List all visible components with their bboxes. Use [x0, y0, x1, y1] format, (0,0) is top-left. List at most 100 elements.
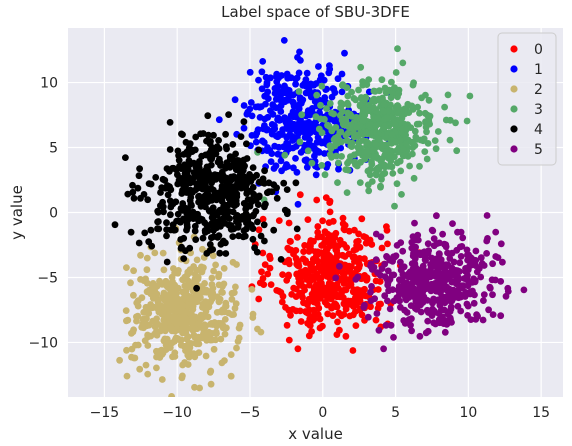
data-point — [479, 316, 487, 324]
data-point — [251, 244, 258, 252]
data-point — [134, 184, 142, 192]
data-point — [303, 156, 310, 164]
data-point — [209, 204, 217, 212]
data-point — [360, 303, 368, 311]
data-point — [355, 259, 363, 267]
data-point — [492, 253, 500, 260]
data-point — [266, 255, 274, 262]
data-point — [168, 201, 176, 209]
data-point — [355, 86, 362, 94]
data-point — [326, 280, 333, 288]
series-3 — [254, 45, 474, 210]
data-point — [197, 130, 205, 138]
data-point — [359, 117, 367, 125]
data-point — [296, 275, 303, 282]
data-point — [410, 174, 418, 182]
data-point — [363, 275, 371, 283]
data-point — [243, 155, 251, 162]
data-point — [346, 312, 354, 320]
data-point — [200, 323, 208, 331]
data-point — [411, 219, 418, 227]
data-point — [423, 306, 431, 314]
data-point — [144, 333, 152, 341]
data-point — [217, 162, 224, 169]
data-point — [225, 111, 233, 118]
legend-marker — [510, 65, 518, 73]
data-point — [145, 180, 153, 188]
data-point — [424, 111, 431, 119]
data-point — [296, 96, 304, 103]
data-point — [219, 289, 226, 296]
data-point — [296, 191, 304, 199]
data-point — [409, 81, 417, 89]
legend-marker — [510, 105, 518, 113]
data-point — [411, 127, 419, 135]
data-point — [365, 187, 373, 195]
data-point — [234, 223, 242, 231]
data-point — [174, 147, 182, 155]
data-point — [424, 317, 432, 325]
data-point — [160, 208, 167, 216]
data-point — [409, 150, 416, 158]
data-point — [212, 150, 220, 158]
data-point — [249, 184, 257, 191]
data-point — [388, 131, 396, 139]
data-point — [254, 218, 261, 226]
data-point — [336, 262, 343, 270]
data-point — [148, 242, 156, 250]
data-point — [184, 205, 191, 213]
data-point — [239, 167, 247, 174]
data-point — [405, 292, 412, 300]
data-point — [383, 114, 391, 121]
data-point — [492, 276, 499, 284]
data-point — [280, 37, 288, 44]
data-point — [310, 315, 318, 323]
data-point — [313, 91, 321, 99]
data-point — [172, 307, 180, 315]
data-point — [352, 161, 359, 168]
data-point — [184, 351, 192, 359]
data-point — [221, 219, 229, 227]
data-point — [353, 242, 360, 250]
data-point — [270, 226, 278, 234]
data-point — [441, 299, 449, 307]
data-point — [304, 216, 312, 224]
data-point — [170, 164, 177, 172]
legend-marker — [510, 45, 518, 53]
y-tick-label: −5 — [37, 270, 58, 286]
data-point — [414, 302, 422, 310]
data-point — [344, 166, 352, 174]
data-point — [321, 250, 328, 258]
data-point — [314, 223, 322, 230]
data-point — [182, 138, 190, 146]
data-point — [489, 291, 496, 299]
data-point — [446, 255, 454, 262]
data-point — [263, 79, 271, 86]
data-point — [419, 137, 427, 145]
data-point — [425, 96, 433, 104]
data-point — [283, 161, 290, 168]
data-point — [223, 212, 231, 220]
data-point — [273, 194, 281, 202]
data-point — [141, 229, 149, 237]
data-point — [399, 59, 407, 67]
data-point — [229, 233, 237, 241]
data-point — [127, 279, 134, 287]
data-point — [396, 276, 403, 284]
data-point — [283, 86, 291, 93]
data-point — [279, 271, 286, 278]
data-point — [193, 256, 201, 264]
legend: 0 1 2 3 4 5 — [497, 32, 557, 166]
data-point — [264, 113, 272, 121]
data-point — [230, 289, 238, 296]
data-point — [497, 240, 505, 248]
data-point — [136, 365, 144, 373]
data-point — [256, 279, 264, 287]
data-point — [318, 162, 326, 169]
data-point — [429, 305, 436, 313]
data-point — [388, 78, 395, 86]
data-point — [201, 280, 209, 287]
data-point — [283, 186, 291, 194]
data-point — [319, 257, 327, 265]
x-tick-label: 0 — [318, 405, 327, 421]
